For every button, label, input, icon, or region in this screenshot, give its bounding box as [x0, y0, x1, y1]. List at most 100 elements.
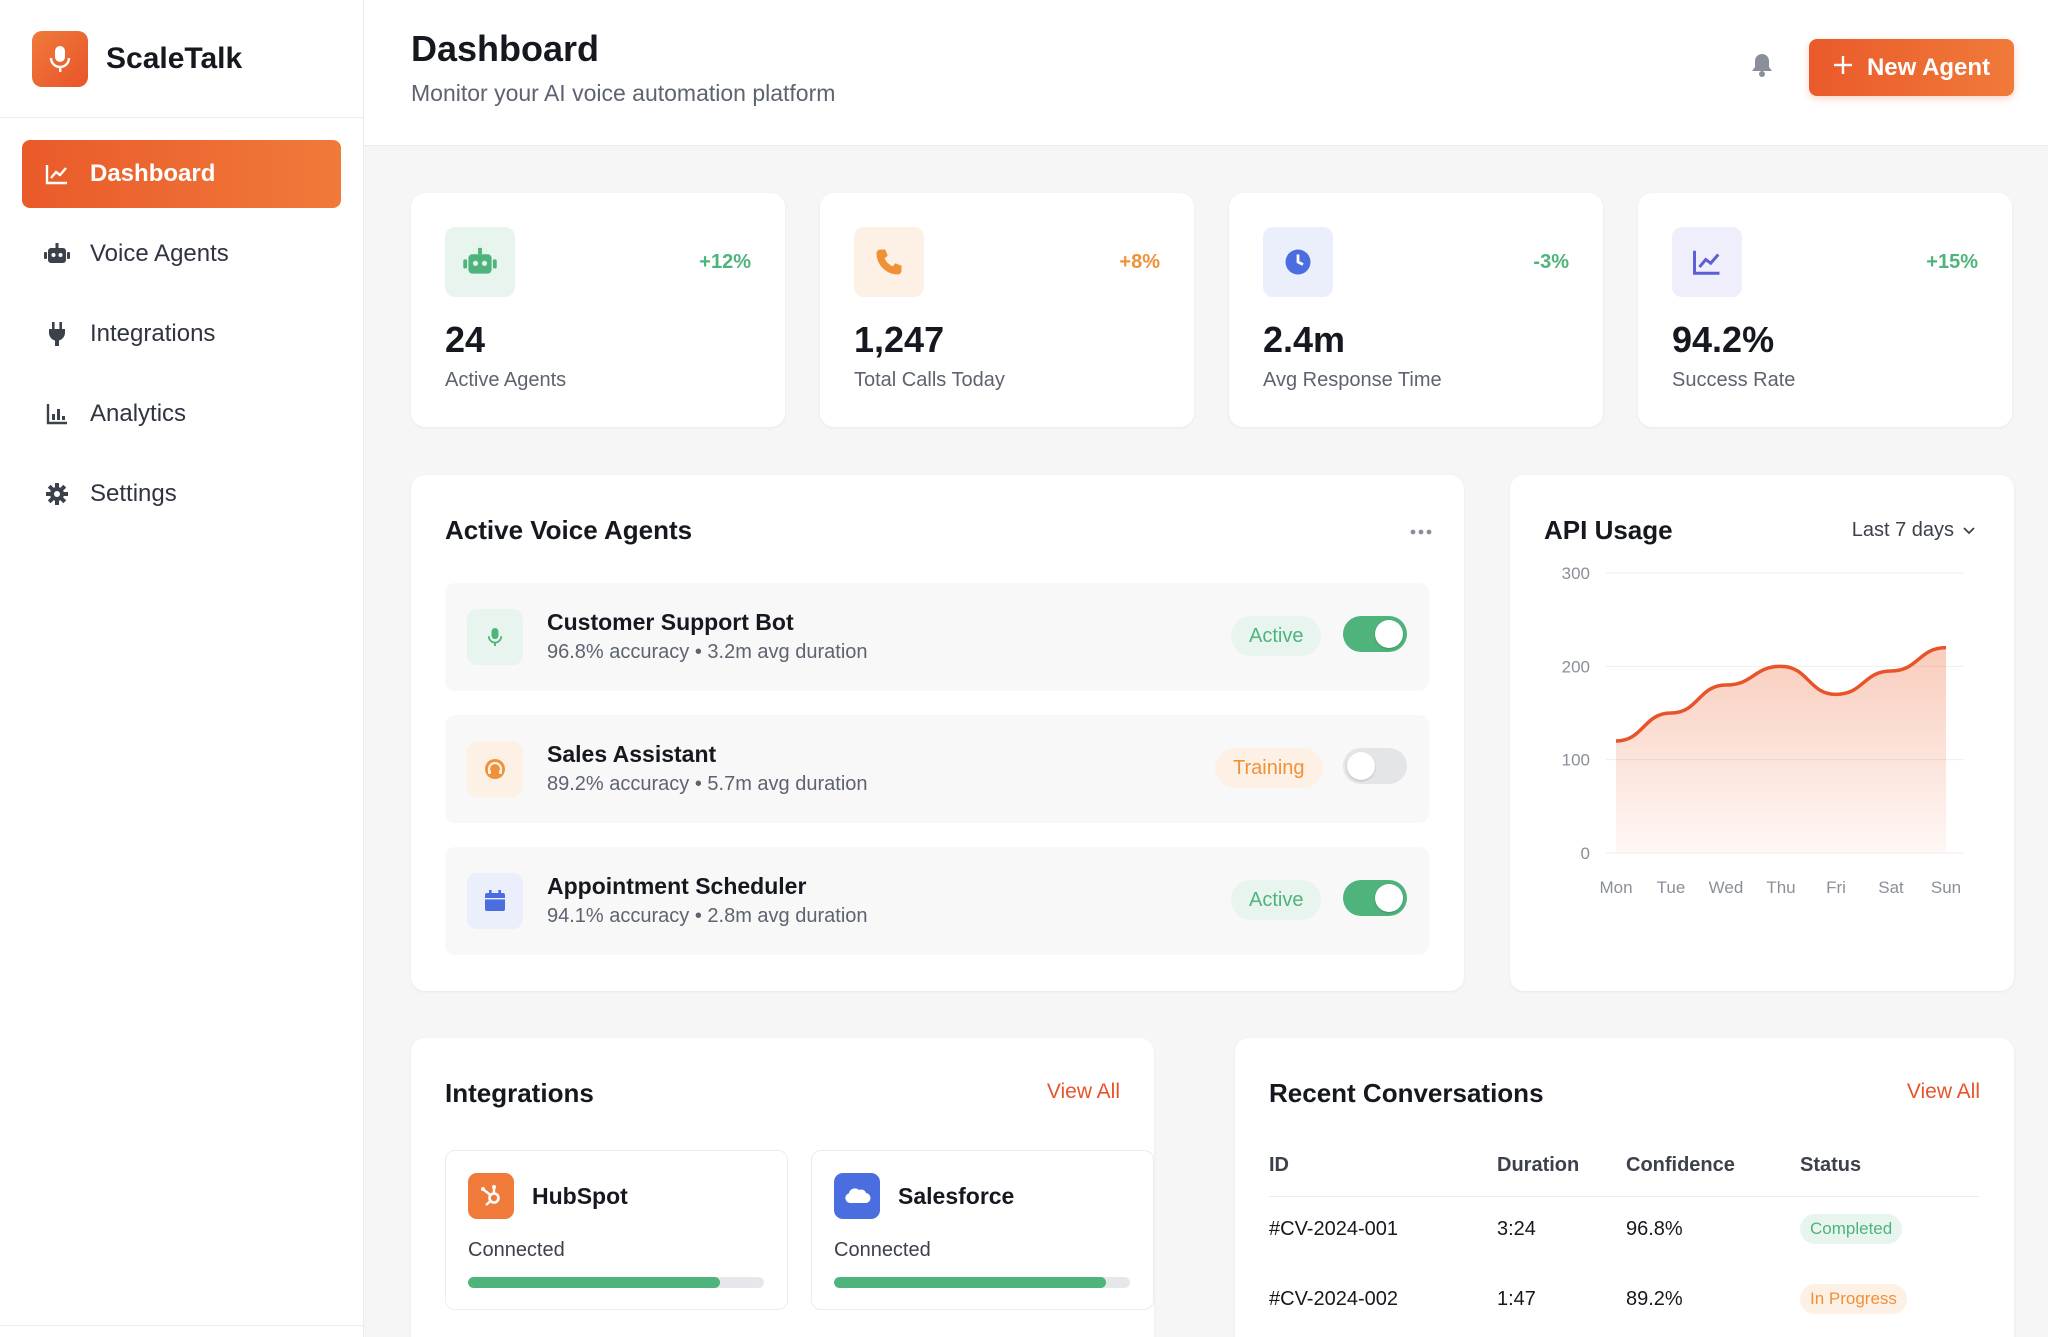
- status-badge: Active: [1231, 880, 1322, 920]
- calendar-icon: [467, 873, 523, 929]
- x-tick-label: Sat: [1878, 878, 1904, 897]
- agent-toggle[interactable]: [1343, 748, 1407, 784]
- x-tick-label: Wed: [1709, 878, 1744, 897]
- app-name: ScaleTalk: [106, 41, 243, 75]
- integration-status: Connected: [468, 1239, 565, 1261]
- stat-value: 2.4m: [1263, 319, 1346, 360]
- conversation-confidence: 96.8%: [1626, 1218, 1683, 1240]
- area-fill: [1616, 647, 1946, 853]
- page-subtitle: Monitor your AI voice automation platfor…: [411, 80, 836, 106]
- toggle-knob: [1347, 752, 1375, 780]
- panel-title: API Usage: [1544, 515, 1673, 545]
- column-header-status[interactable]: Status: [1800, 1154, 1862, 1176]
- conversations-panel: Recent Conversations View All ID Duratio…: [1235, 1038, 2014, 1337]
- stat-label: Total Calls Today: [854, 369, 1005, 391]
- page-title: Dashboard: [411, 28, 600, 69]
- agent-meta: 94.1% accuracy • 2.8m avg duration: [547, 905, 868, 927]
- trend-icon: [1672, 227, 1742, 297]
- stat-value: 1,247: [854, 319, 945, 360]
- agent-meta: 96.8% accuracy • 3.2m avg duration: [547, 641, 868, 663]
- agent-toggle[interactable]: [1343, 616, 1407, 652]
- conversation-duration: 1:47: [1497, 1288, 1536, 1310]
- sidebar-item-integrations[interactable]: Integrations: [22, 300, 341, 368]
- view-all-link[interactable]: View All: [1046, 1080, 1120, 1103]
- stat-label: Success Rate: [1672, 369, 1796, 391]
- salesforce-icon: [834, 1173, 880, 1219]
- integration-status: Connected: [834, 1239, 931, 1261]
- headset-icon: [467, 741, 523, 797]
- page-header: Dashboard Monitor your AI voice automati…: [364, 0, 2048, 146]
- stat-card-success-rate: +15% 94.2% Success Rate: [1638, 193, 2012, 427]
- x-tick-label: Mon: [1599, 878, 1632, 897]
- y-tick-label: 100: [1562, 751, 1590, 770]
- new-agent-button[interactable]: New Agent: [1809, 39, 2014, 96]
- column-header-confidence[interactable]: Confidence: [1626, 1154, 1735, 1176]
- agent-name: Sales Assistant: [547, 741, 717, 767]
- agent-row[interactable]: Customer Support Bot 96.8% accuracy • 3.…: [445, 583, 1429, 691]
- range-select[interactable]: Last 7 days: [1852, 519, 1976, 542]
- brand[interactable]: ScaleTalk: [0, 0, 363, 118]
- hubspot-icon: [468, 1173, 514, 1219]
- sidebar-item-label: Integrations: [90, 320, 216, 347]
- x-tick-label: Sun: [1931, 878, 1961, 897]
- integrations-panel: Integrations View All HubSpot Connected …: [411, 1038, 1154, 1337]
- view-all-link[interactable]: View All: [1906, 1080, 1980, 1103]
- sidebar-nav: Dashboard Voice Agents Integrations Anal…: [0, 118, 363, 528]
- range-select-value: Last 7 days: [1851, 519, 1954, 541]
- stat-delta: -3%: [1533, 251, 1569, 273]
- plug-icon: [42, 321, 72, 347]
- stat-label: Active Agents: [445, 369, 567, 391]
- sidebar: ScaleTalk Dashboard Voice Agents Integra…: [0, 0, 364, 1337]
- bar-chart-icon: [42, 403, 72, 425]
- microphone-icon: [32, 30, 88, 87]
- chevron-down-icon: [1962, 519, 1976, 542]
- sidebar-divider: [0, 1325, 364, 1326]
- stat-label: Avg Response Time: [1263, 369, 1442, 391]
- panel-title: Integrations: [445, 1078, 594, 1108]
- sidebar-item-settings[interactable]: Settings: [22, 460, 341, 528]
- sidebar-item-label: Analytics: [90, 400, 187, 427]
- y-tick-label: 300: [1562, 564, 1590, 583]
- column-header-duration[interactable]: Duration: [1497, 1154, 1580, 1176]
- stat-card-active-agents: +12% 24 Active Agents: [411, 193, 785, 427]
- sidebar-item-analytics[interactable]: Analytics: [22, 380, 341, 448]
- stat-card-total-calls: +8% 1,247 Total Calls Today: [820, 193, 1194, 427]
- toggle-knob: [1375, 620, 1403, 648]
- integration-name: Salesforce: [898, 1183, 1015, 1209]
- new-agent-label: New Agent: [1866, 53, 1991, 81]
- integration-name: HubSpot: [532, 1183, 628, 1209]
- clock-icon: [1263, 227, 1333, 297]
- panel-title: Active Voice Agents: [445, 515, 693, 545]
- integration-card[interactable]: Salesforce Connected: [811, 1150, 1154, 1310]
- status-badge: Active: [1231, 616, 1322, 656]
- agent-row[interactable]: Appointment Scheduler 94.1% accuracy • 2…: [445, 847, 1429, 955]
- api-usage-panel: API Usage Last 7 days 0 100 200 300 Mon Tue We…: [1510, 475, 2014, 991]
- conversation-id: #CV-2024-002: [1269, 1288, 1398, 1310]
- bell-icon[interactable]: [1750, 52, 1774, 83]
- agent-toggle[interactable]: [1343, 880, 1407, 916]
- plus-icon: [1833, 54, 1853, 82]
- x-tick-label: Fri: [1826, 878, 1846, 897]
- conversation-id: #CV-2024-001: [1269, 1218, 1398, 1240]
- robot-icon: [42, 242, 72, 266]
- panel-title: Recent Conversations: [1269, 1078, 1544, 1108]
- gear-icon: [42, 482, 72, 506]
- stat-delta: +15%: [1926, 251, 1978, 273]
- agent-row[interactable]: Sales Assistant 89.2% accuracy • 5.7m av…: [445, 715, 1429, 823]
- conversation-confidence: 89.2%: [1626, 1288, 1683, 1310]
- integration-progress: [834, 1277, 1130, 1288]
- column-header-id[interactable]: ID: [1269, 1154, 1289, 1176]
- stat-value: 24: [445, 319, 486, 360]
- integration-card[interactable]: HubSpot Connected: [445, 1150, 788, 1310]
- active-agents-panel: Active Voice Agents Customer Support Bot…: [411, 475, 1464, 991]
- integration-progress: [468, 1277, 764, 1288]
- stat-value: 94.2%: [1672, 319, 1775, 360]
- y-tick-label: 0: [1581, 844, 1590, 863]
- sidebar-item-voice-agents[interactable]: Voice Agents: [22, 220, 341, 288]
- api-usage-chart: 0 100 200 300 Mon Tue Wed Thu Fri Sat Sun: [1562, 564, 1964, 897]
- status-badge: In Progress: [1800, 1284, 1907, 1314]
- sidebar-item-dashboard[interactable]: Dashboard: [22, 140, 341, 208]
- stat-card-avg-response: -3% 2.4m Avg Response Time: [1229, 193, 1603, 427]
- more-options-icon[interactable]: [1410, 523, 1432, 541]
- stat-delta: +12%: [699, 251, 751, 273]
